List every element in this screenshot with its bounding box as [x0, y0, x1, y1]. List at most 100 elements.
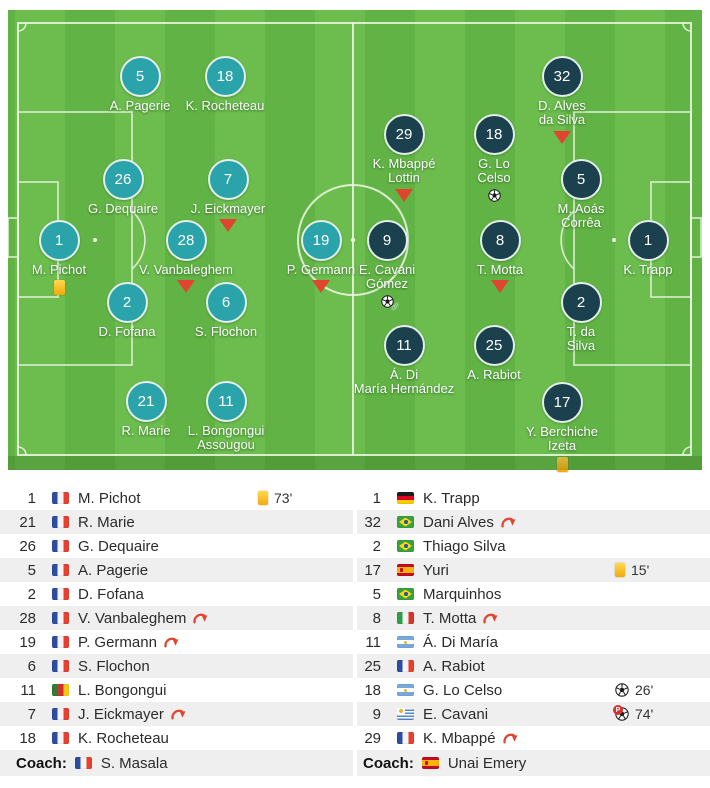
player-name: K. Trapp	[423, 489, 480, 507]
player-marker-away[interactable]: 9 E. Cavani Gómez ✓	[317, 219, 457, 313]
player-row[interactable]: 26 G. Dequaire	[0, 534, 353, 558]
substitution-icon	[491, 280, 509, 294]
player-row[interactable]: 8 T. Motta	[357, 606, 710, 630]
player-number: 11	[365, 633, 381, 651]
player-marker-away[interactable]: 5 M. Aoás Corrêa	[511, 158, 651, 231]
player-name: D. Fofana	[98, 323, 156, 339]
player-marker-away[interactable]: 11 Á. Di María Hernández	[334, 324, 474, 397]
player-marker-home[interactable]: 1 M. Pichot	[0, 219, 129, 296]
player-row[interactable]: 5 Marquinhos	[357, 582, 710, 606]
player-number: 1	[27, 489, 36, 507]
player-number: 2	[576, 293, 586, 311]
player-name: J. Eickmayer	[78, 705, 164, 723]
flag-icon-de	[397, 492, 414, 504]
player-row[interactable]: 11 L. Bongongui	[0, 678, 353, 702]
player-row[interactable]: 5 A. Pagerie	[0, 558, 353, 582]
player-number: 18	[364, 681, 381, 699]
player-marker-home[interactable]: 7 J. Eickmayer	[158, 158, 298, 233]
player-row[interactable]: 11 Á. Di María	[357, 630, 710, 654]
player-marker-home[interactable]: 11 L. Bongongui Assougou	[156, 380, 296, 453]
player-marker-home[interactable]: 6 S. Flochon	[156, 281, 296, 340]
player-marker-away[interactable]: 18 G. Lo Celso	[424, 113, 564, 202]
flag-icon-fr	[397, 660, 414, 672]
flag-icon-br	[397, 588, 414, 600]
coach-row[interactable]: Coach: S. Masala	[0, 750, 353, 776]
player-number: 5	[135, 67, 145, 85]
player-number: 32	[364, 513, 381, 531]
player-number: 5	[576, 170, 586, 188]
player-name: E. Cavani Gómez	[358, 261, 416, 292]
player-shirt-circle: 11	[205, 380, 247, 422]
player-marker-away[interactable]: 32 D. Alves da Silva	[492, 55, 632, 144]
player-marker-away[interactable]: 25 A. Rabiot	[424, 324, 564, 383]
player-row[interactable]: 1 M. Pichot 73'	[0, 486, 353, 510]
player-row[interactable]: 17 Yuri 15'	[357, 558, 710, 582]
player-events: 73'	[258, 490, 353, 506]
player-number: 7	[27, 705, 36, 723]
flag-icon-fr	[52, 612, 69, 624]
player-row[interactable]: 19 P. Germann	[0, 630, 353, 654]
player-row[interactable]: 18 G. Lo Celso 26'	[357, 678, 710, 702]
player-row[interactable]: 25 A. Rabiot	[357, 654, 710, 678]
player-events: 26'	[615, 682, 710, 698]
player-marker-home[interactable]: 26 G. Dequaire	[53, 158, 193, 217]
substitution-icon	[553, 130, 571, 144]
event-minute: 26'	[635, 682, 654, 698]
player-row[interactable]: 2 Thiago Silva	[357, 534, 710, 558]
penalty-badge-icon: P	[613, 705, 623, 715]
player-row[interactable]: 32 Dani Alves	[357, 510, 710, 534]
player-marker-home[interactable]: 19 P. Germann	[251, 219, 391, 294]
substitution-icon	[500, 515, 516, 529]
player-marker-home[interactable]: 5 A. Pagerie	[70, 55, 210, 114]
player-marker-away[interactable]: 8 T. Motta	[430, 219, 570, 294]
player-marker-away[interactable]: 1 K. Trapp	[578, 219, 710, 278]
substitution-icon	[192, 611, 208, 625]
player-row[interactable]: 7 J. Eickmayer	[0, 702, 353, 726]
player-row[interactable]: 29 K. Mbappé	[357, 726, 710, 750]
player-shirt-circle: 5	[119, 55, 161, 97]
player-event-marker	[219, 219, 237, 233]
player-number: 1	[54, 231, 64, 249]
player-marker-home[interactable]: 2 D. Fofana	[57, 281, 197, 340]
player-row[interactable]: 28 V. Vanbaleghem	[0, 606, 353, 630]
player-shirt-circle: 28	[165, 219, 207, 261]
player-number: 2	[122, 293, 132, 311]
player-name: K. Rocheteau	[185, 97, 265, 113]
player-marker-away[interactable]: 29 K. Mbappé Lottin	[334, 113, 474, 202]
player-name: E. Cavani	[423, 705, 489, 723]
player-name: G. Lo Celso	[477, 155, 511, 186]
player-marker-home[interactable]: 18 K. Rocheteau	[155, 55, 295, 114]
flag-icon-fr	[52, 516, 69, 528]
player-name: J. Eickmayer	[190, 200, 266, 216]
player-row[interactable]: 21 R. Marie	[0, 510, 353, 534]
goal-icon	[615, 683, 629, 697]
player-name: T. Motta	[423, 609, 477, 627]
player-row[interactable]: 9 E. Cavani P 74'	[357, 702, 710, 726]
player-name: L. Bongongui	[78, 681, 167, 699]
player-marker-home[interactable]: 21 R. Marie	[76, 380, 216, 439]
coach-label: Coach:	[16, 754, 67, 772]
player-row[interactable]: 6 S. Flochon	[0, 654, 353, 678]
player-row[interactable]: 2 D. Fofana	[0, 582, 353, 606]
flag-icon-fr	[52, 708, 69, 720]
player-name: D. Alves da Silva	[538, 97, 586, 128]
player-event-marker	[395, 188, 413, 202]
player-event-marker	[53, 280, 65, 296]
player-marker-home[interactable]: 28 V. Vanbaleghem	[116, 219, 256, 294]
player-name: Y. Berchiche Izeta	[525, 423, 599, 454]
player-marker-away[interactable]: 2 T. da Silva	[511, 281, 651, 354]
player-name: K. Mbappé	[423, 729, 496, 747]
player-number: 26	[114, 170, 132, 188]
player-row[interactable]: 18 K. Rocheteau	[0, 726, 353, 750]
player-name: R. Marie	[121, 422, 171, 438]
player-name: V. Vanbaleghem	[78, 609, 187, 627]
player-name: D. Fofana	[78, 585, 144, 603]
player-row[interactable]: 1 K. Trapp	[357, 486, 710, 510]
coach-row[interactable]: Coach: Unai Emery	[357, 750, 710, 776]
player-marker-away[interactable]: 17 Y. Berchiche Izeta	[492, 381, 632, 472]
flag-icon-fr	[397, 732, 414, 744]
player-shirt-circle: 1	[38, 219, 80, 261]
player-shirt-circle: 1	[627, 219, 669, 261]
coach-name: Unai Emery	[447, 754, 527, 772]
